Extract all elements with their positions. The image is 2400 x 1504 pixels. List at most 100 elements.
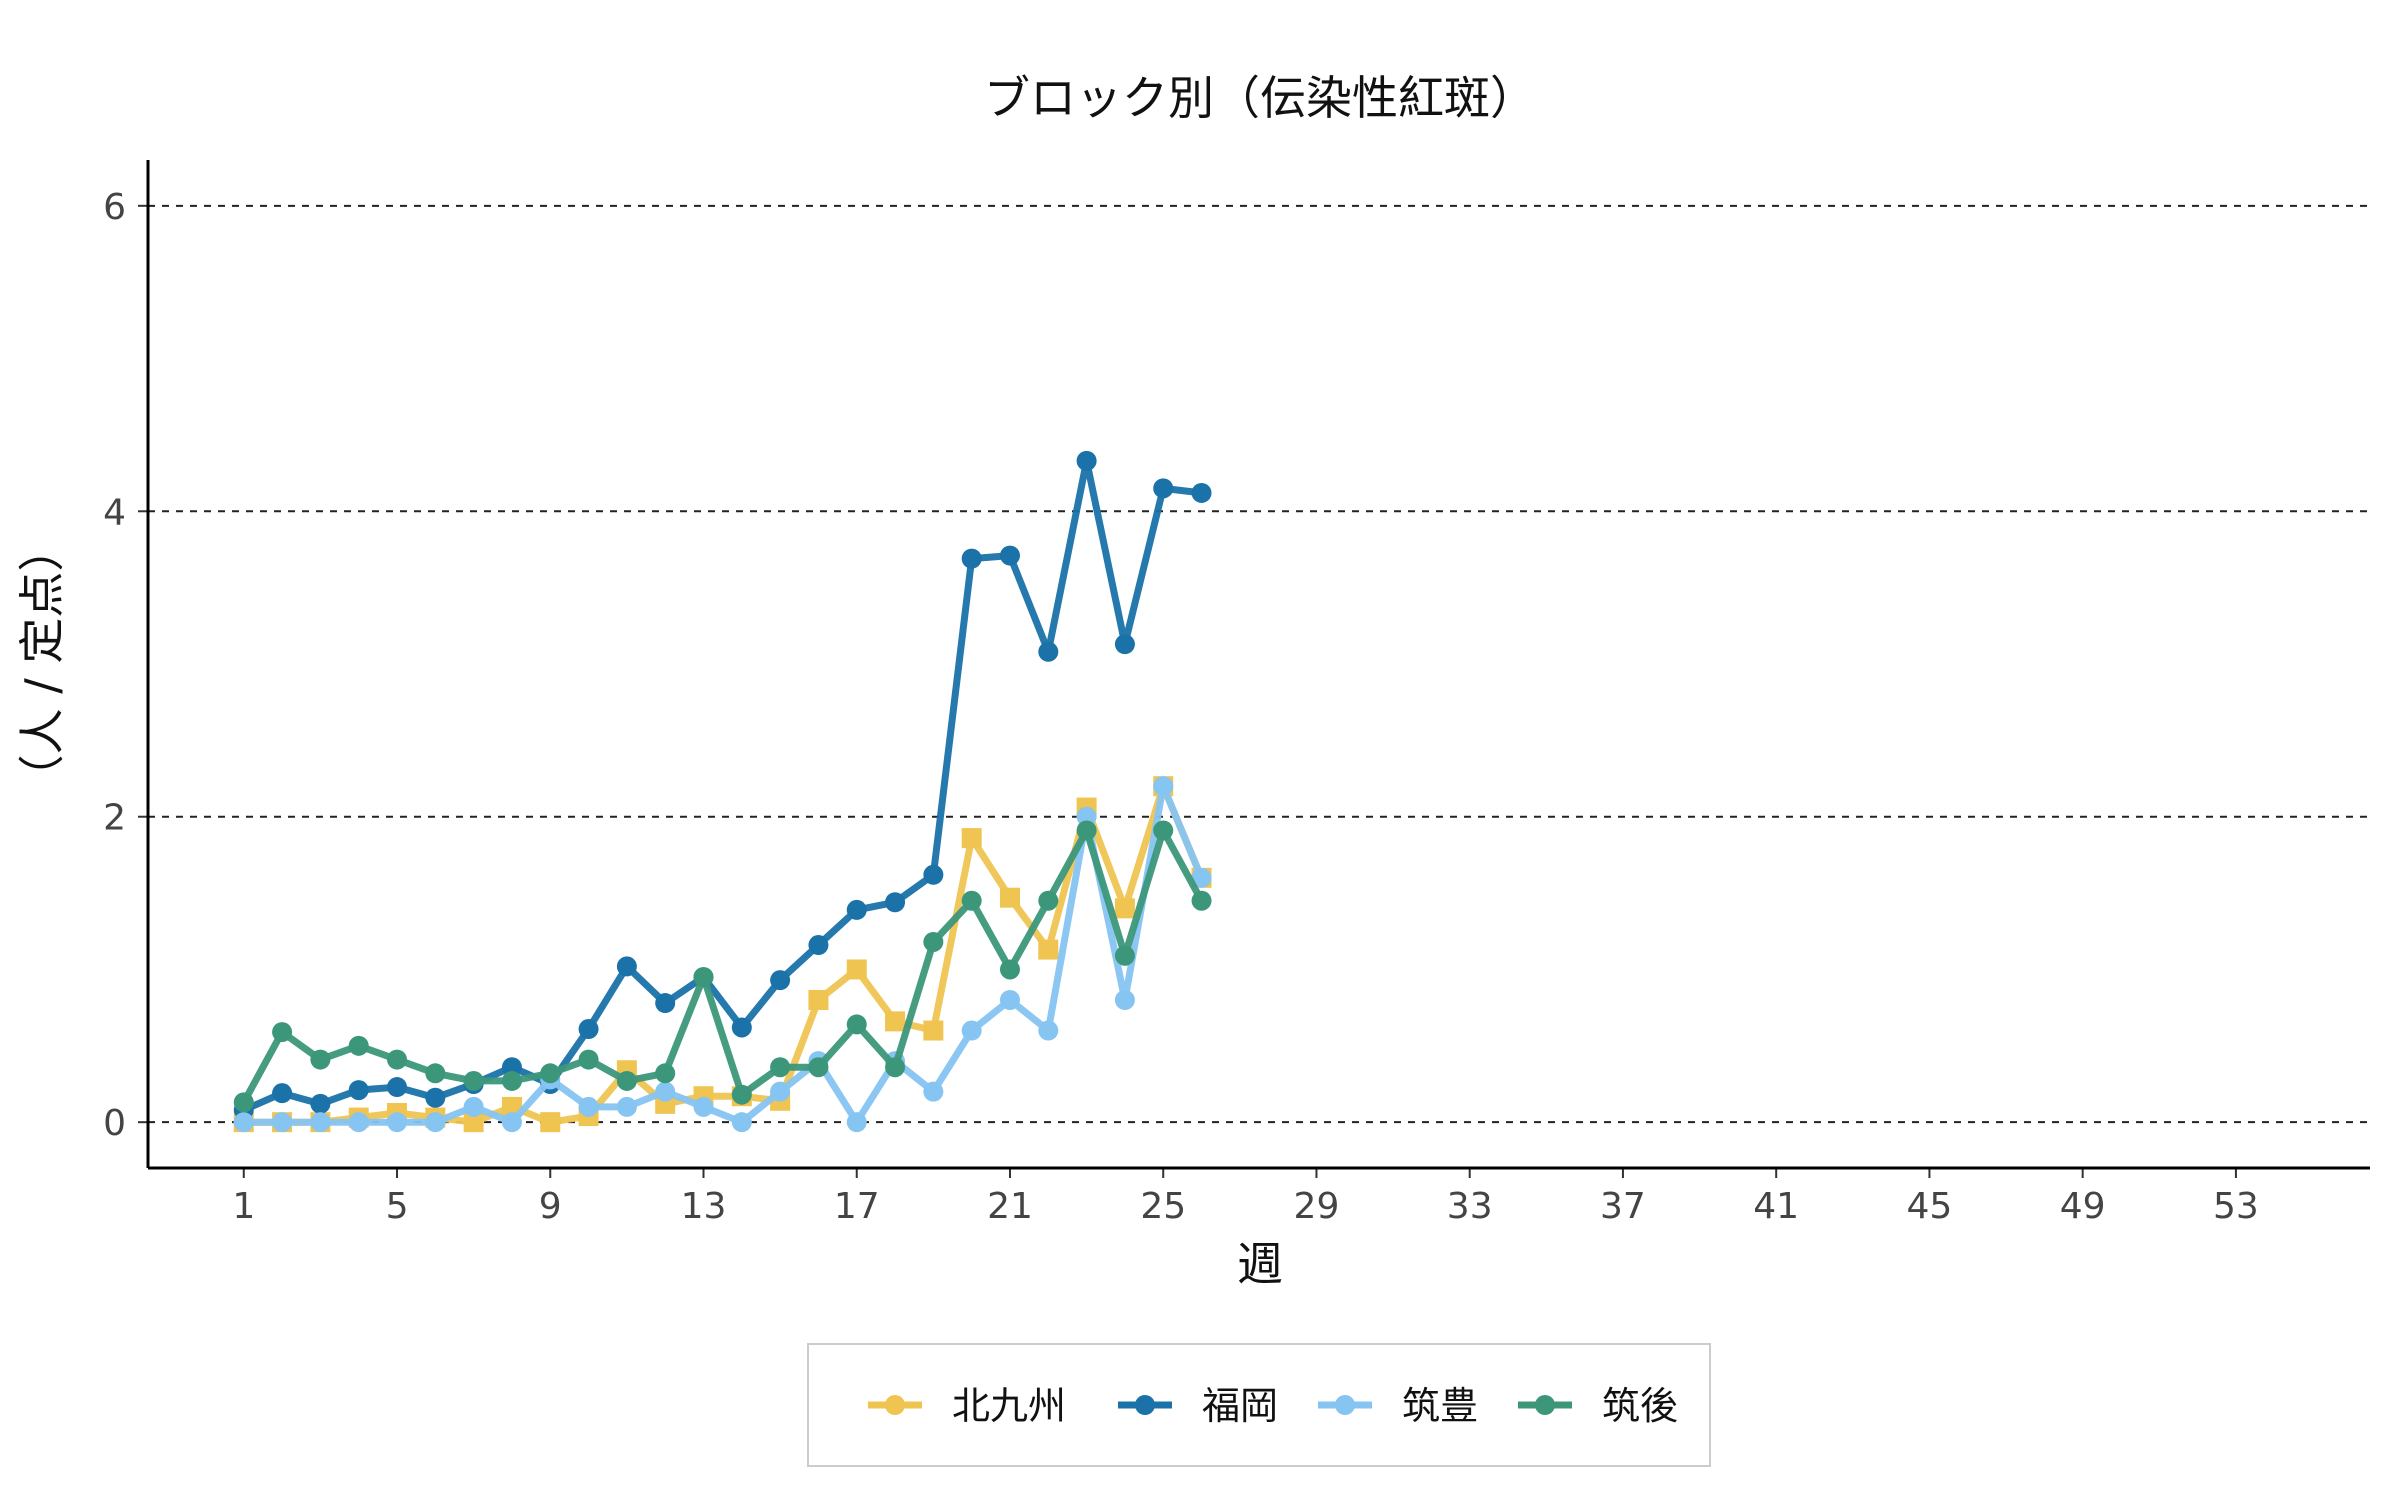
legend-swatch-marker: [1135, 1395, 1155, 1415]
data-point: [348, 1035, 369, 1056]
data-point: [1114, 634, 1135, 655]
axes: [138, 160, 2370, 1178]
y-tick-label: 0: [103, 1103, 126, 1144]
data-point: [1153, 478, 1174, 499]
legend-label: 福岡: [1202, 1384, 1278, 1428]
data-point: [463, 1096, 484, 1117]
data-point: [1038, 939, 1059, 960]
legend-label: 北九州: [952, 1384, 1066, 1428]
data-point: [540, 1063, 561, 1084]
data-point: [578, 1096, 599, 1117]
x-tick-label: 53: [2213, 1186, 2259, 1227]
data-point: [655, 1063, 676, 1084]
data-point: [1076, 806, 1097, 827]
data-point: [501, 1070, 522, 1091]
data-point: [808, 1057, 829, 1078]
data-point: [961, 1020, 982, 1041]
x-tick-label: 13: [681, 1186, 727, 1227]
legend-item-4: 筑後: [1518, 1384, 1678, 1428]
data-point: [233, 1112, 254, 1133]
data-point: [846, 959, 867, 980]
series-2: [233, 450, 1212, 1120]
data-point: [885, 1011, 906, 1032]
legend-swatch-marker: [885, 1395, 905, 1415]
data-point: [1153, 776, 1174, 797]
legend-swatch-marker: [1535, 1395, 1555, 1415]
legend: 北九州 福岡 筑豊 筑後: [807, 1343, 1711, 1467]
data-point: [1153, 820, 1174, 841]
data-point: [310, 1093, 331, 1114]
data-point: [961, 890, 982, 911]
series-4: [233, 820, 1212, 1113]
data-point: [808, 990, 829, 1010]
y-tick-label: 4: [103, 492, 126, 533]
x-tick-label: 37: [1600, 1186, 1646, 1227]
data-point: [387, 1049, 408, 1070]
data-point: [999, 545, 1020, 566]
y-axis-label: （人 / 定点）: [15, 526, 69, 801]
data-point: [272, 1112, 293, 1133]
data-point: [923, 931, 944, 952]
x-tick-label: 21: [987, 1186, 1033, 1227]
data-point: [348, 1080, 369, 1101]
data-point: [272, 1022, 293, 1043]
data-point: [1076, 450, 1097, 471]
x-tick-label: 9: [539, 1186, 562, 1227]
x-tick-label: 5: [386, 1186, 409, 1227]
data-point: [885, 892, 906, 913]
data-point: [770, 970, 791, 991]
data-point: [616, 1096, 637, 1117]
data-point: [272, 1083, 293, 1104]
data-point: [463, 1070, 484, 1091]
x-axis-label: 週: [1237, 1237, 1283, 1291]
series-line: [240, 457, 1205, 1114]
data-point: [655, 993, 676, 1014]
x-tick-label: 49: [2060, 1186, 2106, 1227]
tick-labels: 0 2 4 6 1 5 9 13 17 21 25 29 33 37 41 45 49 53: [103, 187, 2259, 1227]
data-point: [731, 1084, 752, 1105]
data-point: [961, 548, 982, 569]
data-point: [501, 1112, 522, 1133]
data-point: [1038, 890, 1059, 911]
data-point: [578, 1049, 599, 1070]
data-point: [1191, 890, 1212, 911]
series-group: [233, 450, 1212, 1133]
data-point: [731, 1017, 752, 1038]
data-point: [846, 899, 867, 920]
data-point: [616, 956, 637, 977]
data-point: [1114, 898, 1135, 919]
x-tick-label: 25: [1140, 1186, 1186, 1227]
data-point: [616, 1070, 637, 1091]
data-point: [999, 990, 1020, 1010]
data-point: [923, 864, 944, 885]
data-point: [425, 1112, 446, 1133]
data-point: [999, 959, 1020, 980]
x-tick-label: 33: [1447, 1186, 1493, 1227]
y-tick-label: 6: [103, 187, 126, 228]
data-point: [808, 935, 829, 956]
data-point: [233, 1092, 254, 1113]
legend-item-3: 筑豊: [1318, 1384, 1478, 1428]
data-point: [425, 1063, 446, 1084]
data-point: [1038, 641, 1059, 662]
data-point: [310, 1112, 331, 1133]
legend-swatch-marker: [1335, 1395, 1355, 1415]
data-point: [1038, 1020, 1059, 1041]
legend-label: 筑豊: [1402, 1384, 1478, 1428]
data-point: [999, 887, 1020, 908]
legend-item-2: 福岡: [1118, 1384, 1278, 1428]
data-point: [387, 1112, 408, 1133]
grid-lines: [148, 204, 2370, 1124]
data-point: [463, 1112, 484, 1133]
series-3: [233, 776, 1212, 1133]
data-point: [731, 1112, 752, 1133]
data-point: [846, 1112, 867, 1133]
data-point: [846, 1014, 867, 1035]
data-point: [501, 1057, 522, 1078]
data-point: [1191, 867, 1212, 888]
legend-item-1: 北九州: [868, 1384, 1066, 1428]
data-point: [770, 1081, 791, 1102]
data-point: [540, 1112, 561, 1133]
x-tick-label: 41: [1753, 1186, 1799, 1227]
